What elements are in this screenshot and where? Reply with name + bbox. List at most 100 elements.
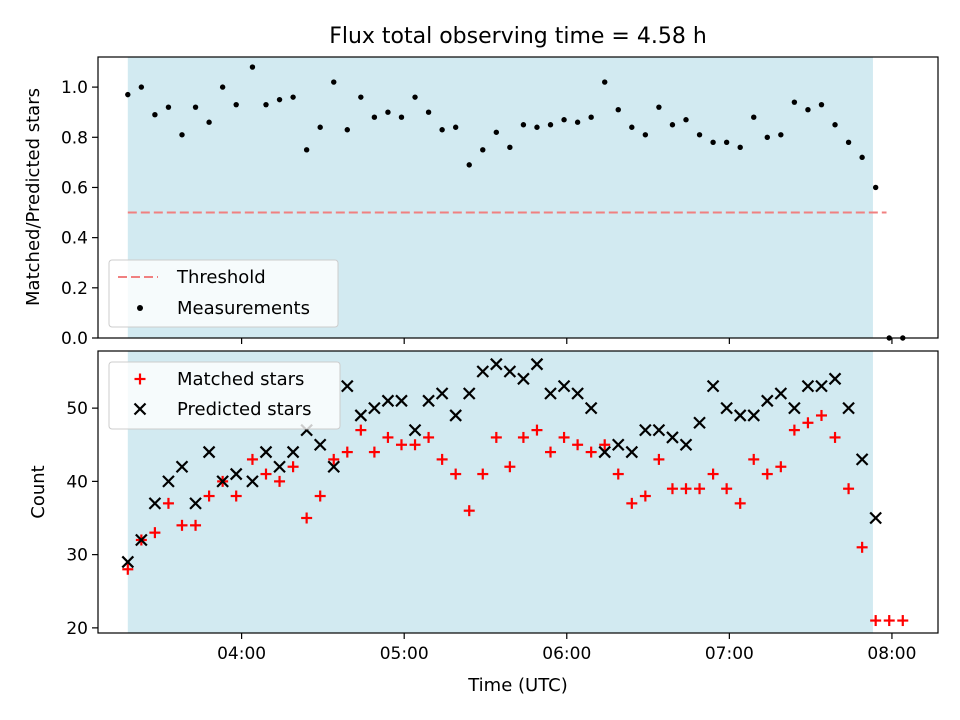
ratio-x-ticks (241, 338, 893, 344)
matched-point (149, 527, 161, 539)
legend-matched-label: Matched stars (177, 369, 304, 390)
matched-point (436, 453, 448, 465)
matched-point (802, 417, 814, 429)
matched-point (450, 468, 462, 480)
matched-point (748, 453, 760, 465)
measurement-points (125, 64, 906, 341)
matched-point (599, 439, 611, 451)
measurement-point (669, 122, 676, 128)
x-tick-label: 06:00 (542, 644, 591, 664)
matched-point (230, 490, 242, 502)
ratio-y-axis-label: Matched/Predicted stars (23, 88, 44, 306)
predicted-point (761, 394, 774, 408)
matched-point (788, 424, 800, 436)
x-tick-label: 05:00 (380, 644, 429, 664)
count-panel: 04:00 05:00 06:00 07:00 08:00 20 30 40 50 Time … (28, 350, 939, 696)
matched-point (328, 453, 340, 465)
measurement-point (493, 129, 500, 135)
measurement-point (642, 132, 649, 138)
predicted-point (666, 431, 679, 444)
matched-point (531, 424, 543, 436)
measurement-point (534, 124, 540, 130)
predicted-point (313, 438, 327, 452)
measurement-point (452, 124, 459, 130)
predicted-point (148, 497, 162, 510)
matched-point (477, 468, 489, 480)
count-legend: Matched stars Predicted stars (108, 361, 341, 430)
matched-point (572, 439, 584, 451)
legend-predicted-label: Predicted stars (177, 399, 311, 420)
legend-predicted-swatch (133, 402, 147, 416)
x-tick-label: 04:00 (217, 644, 266, 664)
measurement-point (764, 134, 770, 140)
matched-point (382, 431, 394, 443)
measurement-point (125, 91, 131, 98)
measurement-point (818, 101, 825, 108)
x-tick-label: 08:00 (867, 644, 916, 664)
matched-point (190, 519, 202, 531)
matched-point (775, 461, 787, 473)
predicted-point (652, 423, 666, 437)
predicted-point (611, 438, 625, 452)
matched-point (897, 615, 909, 627)
predicted-point (408, 423, 422, 437)
matched-point (490, 431, 502, 443)
predicted-point (189, 497, 202, 510)
matched-point (843, 483, 855, 495)
count-plot-frame (97, 350, 939, 634)
measurement-point (683, 117, 689, 123)
matched-point (395, 439, 407, 451)
matched-point (122, 563, 134, 575)
measurement-point (696, 132, 703, 138)
measurement-point (439, 127, 445, 133)
measurement-point (152, 112, 158, 118)
count-y-axis-label: Count (28, 465, 49, 518)
measurement-point (845, 139, 852, 146)
matched-point (162, 497, 174, 509)
matched-point (409, 439, 421, 451)
count-y-ticks: 20 30 40 50 (66, 399, 98, 639)
matched-point (653, 453, 665, 465)
predicted-point (828, 372, 842, 386)
matched-point (301, 512, 313, 524)
measurement-point (507, 144, 513, 151)
predicted-point (801, 379, 815, 393)
matched-point (463, 505, 475, 517)
y-tick-label: 0.0 (61, 329, 88, 349)
y-tick-label: 40 (66, 472, 88, 492)
predicted-point (381, 394, 395, 408)
predicted-point (625, 445, 639, 459)
matched-point (545, 446, 557, 458)
measurement-point (331, 79, 337, 85)
legend-x-marker (133, 402, 147, 416)
predicted-point (435, 387, 449, 400)
matched-point (341, 446, 353, 458)
measurement-point (412, 94, 418, 100)
predicted-point (557, 379, 571, 393)
matched-point (639, 490, 651, 502)
matched-point (666, 483, 678, 495)
measurement-point (344, 127, 350, 133)
measurement-point (751, 114, 757, 120)
matched-point (274, 475, 286, 487)
measurement-point (206, 119, 212, 125)
matched-point (287, 461, 299, 473)
predicted-point (815, 379, 828, 393)
y-tick-label: 50 (66, 399, 88, 419)
measurement-point (192, 104, 199, 110)
predicted-point (449, 409, 462, 422)
measurement-point (547, 122, 554, 128)
matched-point (680, 483, 692, 495)
predicted-point (121, 555, 135, 569)
ratio-legend: Threshold Measurements (108, 259, 339, 328)
predicted-point (503, 365, 517, 378)
measurement-point (165, 104, 172, 110)
predicted-point (571, 387, 584, 400)
predicted-point (341, 379, 354, 393)
predicted-point (706, 379, 720, 393)
measurement-point (520, 122, 527, 128)
predicted-point (327, 460, 341, 474)
predicted-point (162, 475, 175, 488)
measurement-point (588, 114, 594, 120)
predicted-point (639, 423, 652, 437)
